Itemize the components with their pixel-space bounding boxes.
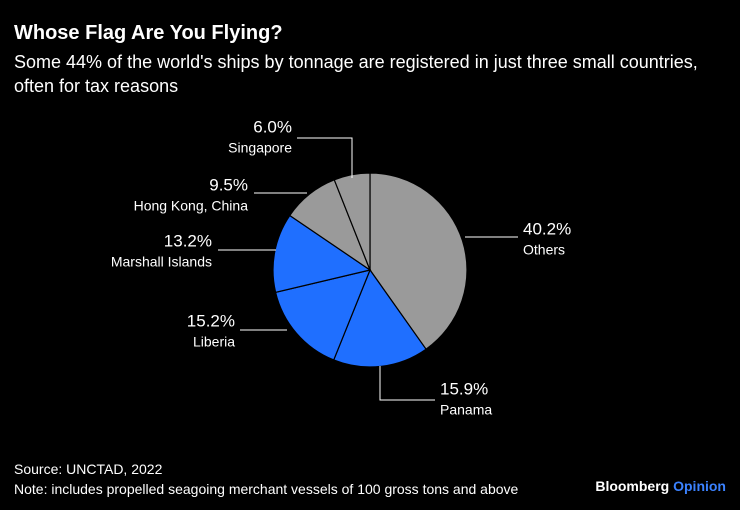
pie-slice xyxy=(272,214,372,294)
slice-label: Singapore xyxy=(228,140,292,156)
source: Source: UNCTAD, 2022 xyxy=(14,461,163,477)
brand-name: Bloomberg xyxy=(595,478,670,494)
slice-label: Panama xyxy=(440,402,492,418)
slice-label: Liberia xyxy=(193,334,235,350)
leader-line xyxy=(379,366,435,401)
note: Note: includes propelled seagoing mercha… xyxy=(14,481,519,497)
pie-slice xyxy=(274,269,371,361)
pie-slice xyxy=(332,268,427,368)
leader-line xyxy=(297,137,353,178)
value-label: 15.2% xyxy=(187,311,235,330)
value-label: 9.5% xyxy=(209,175,248,194)
slice-label: Others xyxy=(523,242,565,258)
brand: Bloomberg Opinion xyxy=(595,478,726,494)
slice-label: Hong Kong, China xyxy=(134,198,249,214)
value-label: 6.0% xyxy=(253,117,292,136)
slice-label: Marshall Islands xyxy=(111,254,212,270)
value-label: 40.2% xyxy=(523,219,571,238)
brand-suffix: Opinion xyxy=(673,478,726,494)
chart-subtitle: Some 44% of the world's ships by tonnage… xyxy=(14,52,698,96)
pie-slice xyxy=(369,172,468,351)
value-label: 13.2% xyxy=(164,231,212,250)
chart-title: Whose Flag Are You Flying? xyxy=(14,22,283,44)
value-label: 15.9% xyxy=(440,379,488,398)
